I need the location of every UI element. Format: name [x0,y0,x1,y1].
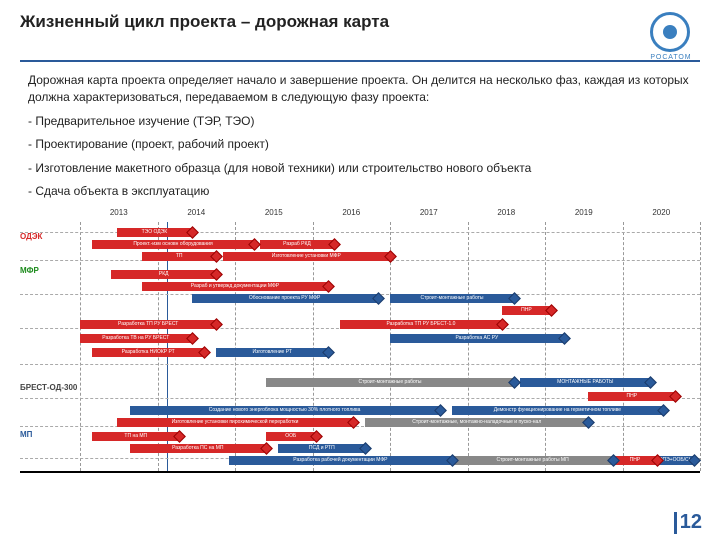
section-label: МП [20,430,32,439]
gantt-bar: Изготовление установки МФР [223,252,390,261]
bullet-item: - Сдача объекта в эксплуатацию [28,183,692,200]
year-label: 2015 [235,208,313,222]
gantt-bar: Разработка АС РУ [390,334,564,343]
year-label: 2016 [313,208,391,222]
gantt-bar: Разраб РКД [260,240,334,249]
gantt-bar: ТП [142,252,216,261]
gantt-bar: РКД [111,270,216,279]
gantt-bar: МОНТАЖНЫЕ РАБОТЫ [520,378,650,387]
gantt-bar: ПНР [613,456,656,465]
gantt-bar: Разработка ТП РУ БРЕСТ [80,320,216,329]
gantt-bar: Обоснование проекта РУ МФР [192,294,378,303]
row-divider [20,364,700,365]
body-text: Дорожная карта проекта определяет начало… [0,72,720,200]
bullet-item: - Проектирование (проект, рабочий проект… [28,136,692,153]
gantt-bar: Строит-монтажные работы [390,294,514,303]
section-label: ОДЭК [20,232,42,241]
page-number: 12 [674,511,702,534]
gantt-bar: Строит-монтажные работы МП [452,456,613,465]
title-divider [20,60,700,62]
bullet-item: - Изготовление макетного образца (для но… [28,160,692,177]
gantt-bar: Строит-монтажные, монтажно-наладочные и … [365,418,588,427]
gantt-bar: ООБ [266,432,316,441]
year-label: 2020 [623,208,701,222]
year-label: 2013 [80,208,158,222]
gantt-bar: ТП на МП [92,432,179,441]
gantt-bar: Изготовление установки пирохимической пе… [117,418,353,427]
section-label: МФР [20,266,39,275]
slide-title: Жизненный цикл проекта – дорожная карта [20,12,389,32]
year-label: 2014 [158,208,236,222]
gantt-bar: Разработка ТП РУ БРЕСТ-1.0 [340,320,501,329]
gantt-bar: ПНР [588,392,675,401]
gantt-bar: Разработка ПС на МП [130,444,266,453]
gantt-bar: Разработка ТВ на РУ БРЕСТ [80,334,192,343]
gantt-bar: Строит-монтажные работы [266,378,514,387]
rosatom-logo: РОСАТОМ [650,12,692,54]
logo-label: РОСАТОМ [650,54,692,61]
year-label: 2018 [468,208,546,222]
section-label: БРЕСТ-ОД-300 [20,383,77,392]
year-axis: 20132014201520162017201820192020 [80,208,700,222]
gantt-bar: Разраб и утвержд документации МФР [142,282,328,291]
slide-header: Жизненный цикл проекта – дорожная карта … [0,0,720,60]
gantt-bar: Разработка рабочей документации МФР [229,456,452,465]
gantt-bar: Изготовление РТ [216,348,328,357]
bullet-item: - Предварительное изучение (ТЭР, ТЭО) [28,113,692,130]
year-label: 2017 [390,208,468,222]
year-label: 2019 [545,208,623,222]
gantt-bar: Проект.-изм основн оборудования [92,240,253,249]
intro-paragraph: Дорожная карта проекта определяет начало… [28,72,692,107]
roadmap-gantt: 20132014201520162017201820192020 ОДЭК МФР… [20,208,700,473]
gantt-bar: ПСД и РТП [278,444,365,453]
gantt-bar: ТЭО ОДЭК [117,228,191,237]
gantt-bar: Разработка НИОКР РТ [92,348,204,357]
gantt-bar: ПНР [502,306,552,315]
gantt-bar: Демонстр функционирование на герметичном… [452,406,663,415]
gantt-bar: Создание нового энергоблока мощностью 30… [130,406,440,415]
